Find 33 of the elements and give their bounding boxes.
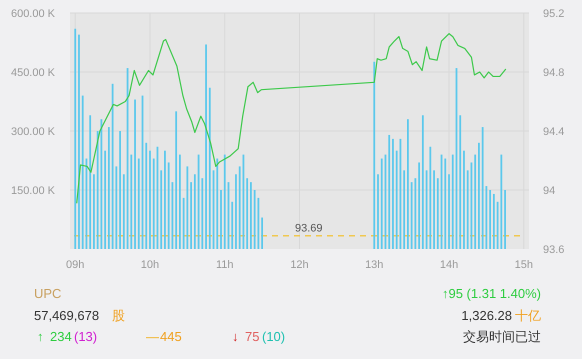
text: — xyxy=(146,329,159,344)
y-tick-label: 450.00 K xyxy=(10,67,56,79)
x-tick-label: 15h xyxy=(514,259,533,271)
y2-tick-label: 94.8 xyxy=(543,67,564,79)
x-tick-label: 10h xyxy=(140,259,160,271)
y2-tick-label: 93.6 xyxy=(543,244,564,256)
x-tick-label: 14h xyxy=(440,259,458,271)
text: 445 xyxy=(160,329,182,344)
x-tick-label: 12h xyxy=(290,259,309,271)
text: 交易时间已过 xyxy=(463,329,541,344)
text: 1,326.28 xyxy=(461,308,512,323)
y-tick-label: 300.00 K xyxy=(10,126,56,138)
x-tick-label: 09h xyxy=(66,259,84,271)
ref-line-label: 93.69 xyxy=(295,222,323,235)
text: ↑ xyxy=(37,329,44,344)
text: ↓ xyxy=(232,329,238,344)
y2-tick-label: 94 xyxy=(543,185,556,197)
x-tick-label: 13h xyxy=(365,259,384,271)
x-tick-label: 11h xyxy=(216,259,234,271)
text: UPC xyxy=(34,286,62,301)
text: 57,469,678 xyxy=(34,308,100,323)
y-tick-label: 150.00 K xyxy=(10,185,56,197)
y2-tick-label: 94.4 xyxy=(543,126,564,138)
text: 十亿 xyxy=(515,308,541,323)
text: 股 xyxy=(112,308,125,323)
text: (10) xyxy=(262,329,286,344)
ref-line: 93.69 xyxy=(74,222,525,236)
text: (13) xyxy=(74,329,98,344)
y-tick-label: 600.00 K xyxy=(10,8,56,20)
text: 234 xyxy=(50,329,72,344)
y2-tick-label: 95.2 xyxy=(543,8,564,20)
text: ↑95 (1.31 1.40%) xyxy=(442,286,541,301)
text: 75 xyxy=(245,329,260,344)
